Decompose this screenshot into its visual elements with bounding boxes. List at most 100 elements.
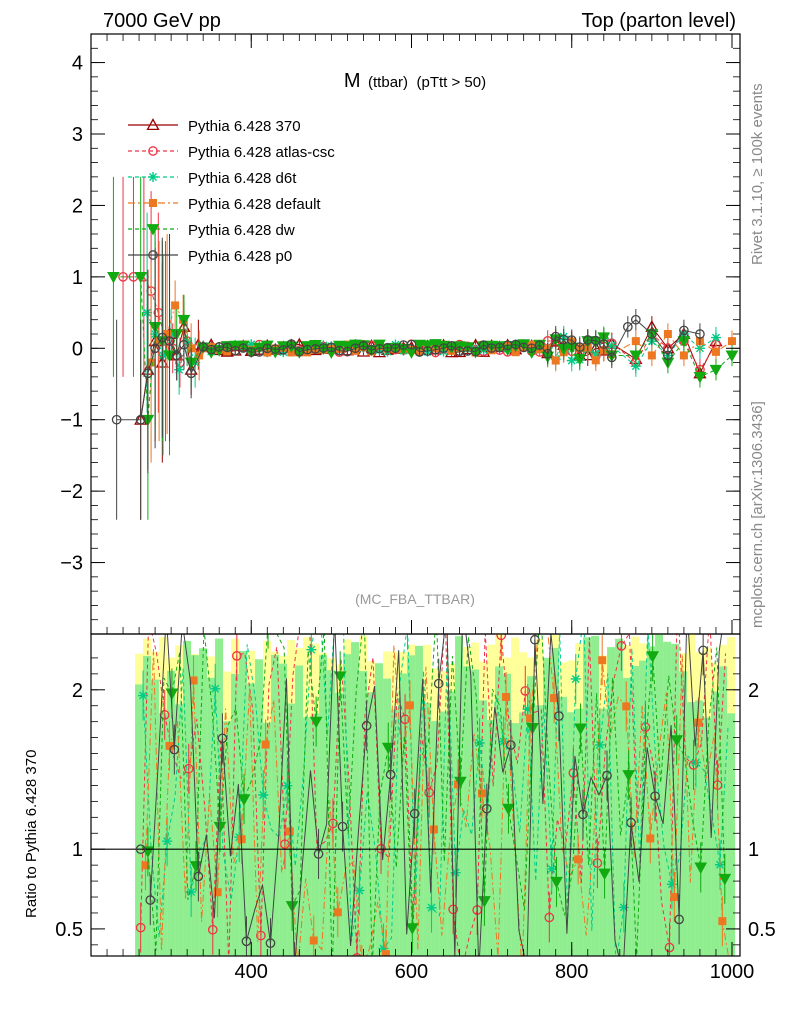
ratio-point [554, 711, 564, 721]
data-point [629, 350, 643, 362]
ratio-band-green [607, 647, 616, 956]
ratio-band-green [135, 684, 144, 956]
ratio-point [405, 923, 419, 935]
data-point [179, 339, 189, 350]
legend-entry: Pythia 6.428 p0 [128, 248, 292, 265]
data-point [631, 337, 640, 346]
data-point [238, 343, 249, 353]
legend-marker [148, 146, 158, 156]
ratio-point [544, 912, 555, 923]
data-point [679, 325, 689, 336]
ratio-point [450, 867, 461, 878]
ratio-axis-ticks: 0.5 0.5 1 1 2 2 400 600 800 1000 [55, 657, 776, 983]
ratio-point [165, 741, 174, 750]
y-tick-label: 2 [72, 195, 83, 217]
x-tick-label: 800 [555, 961, 588, 983]
ratio-point [502, 692, 511, 701]
ratio-point [330, 605, 340, 615]
ratio-point [241, 936, 252, 947]
legend-entry: Pythia 6.428 d6t [128, 170, 297, 187]
ratio-point [505, 740, 516, 750]
ratio-reference-point [135, 844, 146, 855]
ratio-point [646, 834, 655, 843]
data-point [446, 340, 457, 351]
ratio-point [520, 686, 531, 696]
ratio-point [592, 858, 603, 868]
ratio-point [141, 861, 150, 870]
data-point [158, 350, 169, 361]
ratio-point [352, 953, 362, 956]
mcplots-label: mcplots.cern.ch [arXiv:1306.3436] [749, 401, 766, 628]
header-process-label: Top (parton level) [581, 10, 736, 32]
ratio-band-green [591, 635, 600, 956]
ratio-point [664, 942, 675, 953]
data-point [421, 340, 434, 352]
ratio-point [217, 733, 228, 744]
ratio-point [666, 879, 677, 890]
ratio-point [309, 936, 318, 945]
ratio-band-green [263, 722, 272, 956]
data-point [150, 343, 160, 354]
data-point [574, 342, 585, 353]
ratio-point [546, 863, 557, 874]
data-point [107, 271, 120, 284]
legend-marker [149, 199, 157, 207]
ratio-point [618, 902, 629, 913]
data-point [342, 346, 353, 357]
ratio-point [598, 868, 611, 881]
ratio-band-green [143, 655, 152, 956]
data-point [246, 339, 257, 350]
y-tick-label: −3 [60, 553, 83, 575]
ratio-band-green [295, 665, 304, 956]
ratio-point [354, 885, 365, 896]
plot-title: M (ttbar) (pTtt > 50) [344, 70, 486, 92]
ratio-point [265, 938, 276, 949]
ratio-band-green [199, 648, 208, 956]
ratio-band-green [703, 717, 712, 956]
data-point [286, 339, 297, 349]
ratio-series-0 [135, 634, 727, 956]
ratio-point [578, 809, 588, 820]
ratio-band-green [183, 640, 192, 956]
ratio-point [718, 917, 727, 926]
ratio-point [496, 634, 507, 641]
data-point [174, 364, 185, 375]
legend-entry: Pythia 6.428 370 [128, 118, 301, 135]
ratio-band-green [175, 704, 184, 956]
data-point [163, 330, 172, 338]
ratio-band-green [727, 713, 736, 956]
data-point [134, 271, 148, 284]
ratio-point [189, 676, 198, 685]
x-tick-label: 600 [395, 961, 428, 983]
series-1 [118, 176, 721, 442]
data-point [164, 336, 175, 346]
ratio-band-green [223, 721, 232, 956]
data-point [390, 343, 401, 354]
ratio-point [385, 769, 396, 780]
data-point [647, 329, 657, 339]
ratio-point [333, 671, 347, 683]
ratio-point [574, 723, 587, 735]
ratio-point [162, 836, 173, 847]
ratio-band-green [343, 654, 352, 956]
data-point [606, 352, 617, 363]
ratio-band-green [455, 636, 464, 956]
ratio-band-green [439, 711, 448, 956]
ratio-band-green [471, 669, 480, 956]
ratio-y-tick-label-right: 2 [748, 680, 759, 702]
ratio-point [358, 966, 366, 974]
ratio-plot-frame [90, 633, 741, 957]
ratio-band-green [719, 666, 728, 956]
data-point [591, 356, 600, 365]
x-tick-label: 1000 [710, 961, 755, 983]
data-point [663, 350, 673, 361]
ratio-band-green [367, 692, 376, 956]
ratio-band-green [647, 646, 656, 956]
ratio-band-green [631, 666, 640, 956]
ratio-point [309, 716, 323, 729]
ratio-point [474, 737, 485, 748]
main-axis-ticks: −3 −2 −1 0 1 2 3 4 [60, 34, 740, 634]
ratio-band-green [279, 663, 288, 956]
ratio-point [594, 739, 605, 750]
